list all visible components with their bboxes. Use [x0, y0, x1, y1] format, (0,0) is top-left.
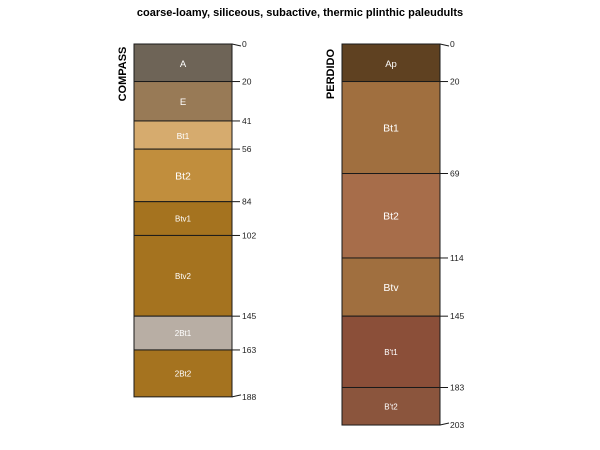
depth-label: 188 — [242, 392, 256, 402]
horizon-label: 2Bt1 — [175, 329, 192, 338]
depth-label: 69 — [450, 169, 460, 179]
horizon-label: Bt2 — [175, 170, 191, 182]
horizon-a — [133, 43, 233, 83]
horizon-label: B't1 — [384, 348, 398, 357]
depth-label: 163 — [242, 345, 256, 355]
horizon-bt2 — [133, 148, 233, 203]
depth-label: 145 — [450, 311, 464, 321]
depth-label: 0 — [450, 39, 455, 49]
horizon-label: 2Bt2 — [175, 369, 192, 378]
profile-name: PERDIDO — [325, 49, 337, 100]
horizon-bpt1 — [341, 315, 441, 388]
horizon-bt1 — [341, 81, 441, 175]
depth-label: 183 — [450, 382, 464, 392]
horizon-e — [133, 81, 233, 122]
horizon-label: A — [180, 59, 187, 70]
depth-label: 56 — [242, 144, 252, 154]
horizon-label: E — [180, 97, 186, 108]
profile-name: COMPASS — [117, 47, 129, 102]
horizon-label: B't2 — [384, 402, 398, 411]
depth-tick — [439, 43, 450, 47]
horizon-label: Btv2 — [175, 272, 192, 281]
depth-label: 84 — [242, 197, 252, 207]
depth-label: 114 — [450, 253, 464, 263]
profile-compass: COMPASS A E Bt1 Bt2 Btv1 Btv2 2Bt1 2Bt2 0 20 41 56 84… — [117, 39, 256, 402]
profile-perdido: PERDIDO Ap Bt1 Bt2 Btv B't1 B't2 0 20 69 114 145 183… — [325, 39, 464, 430]
horizon-label: Btv1 — [175, 215, 192, 224]
depth-label: 20 — [450, 77, 460, 87]
horizon-label: Btv — [383, 282, 399, 294]
depth-label: 20 — [242, 77, 252, 87]
horizon-label: Bt2 — [383, 211, 399, 223]
depth-label: 203 — [450, 420, 464, 430]
horizon-btv — [341, 257, 441, 317]
horizon-bpt2 — [341, 386, 441, 426]
horizon-label: Bt1 — [383, 123, 399, 135]
horizon-label: Bt1 — [177, 131, 190, 141]
depth-label: 0 — [242, 39, 247, 49]
depth-tick — [231, 43, 242, 47]
depth-label: 41 — [242, 116, 252, 126]
depth-label: 102 — [242, 230, 256, 240]
profiles-group: COMPASS A E Bt1 Bt2 Btv1 Btv2 2Bt1 2Bt2 0 20 41 56 84… — [117, 39, 464, 430]
horizon-btv2 — [133, 234, 233, 317]
depth-tick — [439, 422, 450, 426]
depth-tick — [231, 394, 242, 398]
horizon-2bt2 — [133, 349, 233, 398]
horizon-label: Ap — [385, 59, 397, 70]
depth-label: 145 — [242, 311, 256, 321]
horizon-bt2 — [341, 173, 441, 259]
figure-title: coarse-loamy, siliceous, subactive, ther… — [137, 7, 463, 19]
